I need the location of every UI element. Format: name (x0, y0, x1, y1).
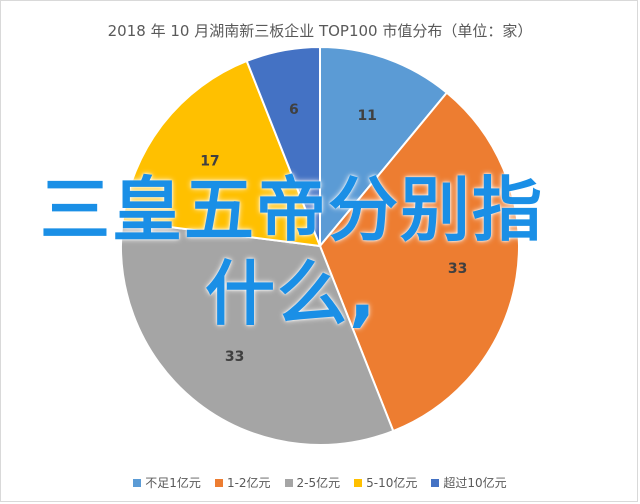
pie-slice-1 (319, 45, 449, 249)
legend-label: 不足1亿元 (145, 476, 201, 490)
legend-item-5: 超过10亿元 (431, 474, 507, 491)
legend-label: 5-10亿元 (366, 476, 418, 490)
legend-item-4: 5-10亿元 (354, 474, 417, 491)
legend-swatch (214, 478, 223, 487)
pie-slice-4 (121, 59, 322, 248)
overlay-line-2: 什么, (205, 253, 378, 335)
chart-legend: 不足1亿元 1-2亿元 2-5亿元 5-10亿元 超过10亿元 (0, 474, 640, 491)
pie-slice-2 (318, 91, 520, 433)
legend-swatch (284, 478, 293, 487)
chart-title: 2018 年 10 月湖南新三板企业 TOP100 市值分布（单位：家） (107, 22, 533, 40)
data-label-5: 6 (289, 102, 299, 118)
pie-slice-3 (120, 219, 395, 446)
data-label-4: 17 (200, 154, 219, 170)
legend-item-3: 2-5亿元 (284, 474, 341, 491)
data-label-2: 33 (448, 261, 467, 277)
legend-label: 2-5亿元 (296, 476, 341, 490)
legend-item-1: 不足1亿元 (133, 474, 201, 491)
legend-label: 超过10亿元 (443, 476, 507, 490)
legend-item-2: 1-2亿元 (214, 474, 271, 491)
overlay-line-1: 三皇五帝分别指 (40, 169, 544, 251)
legend-swatch (133, 478, 142, 487)
pie-slice-5 (245, 45, 321, 247)
legend-swatch (354, 478, 363, 487)
legend-label: 1-2亿元 (226, 476, 271, 490)
data-label-3: 33 (225, 349, 244, 365)
data-label-1: 11 (357, 108, 376, 124)
legend-swatch (431, 478, 440, 487)
